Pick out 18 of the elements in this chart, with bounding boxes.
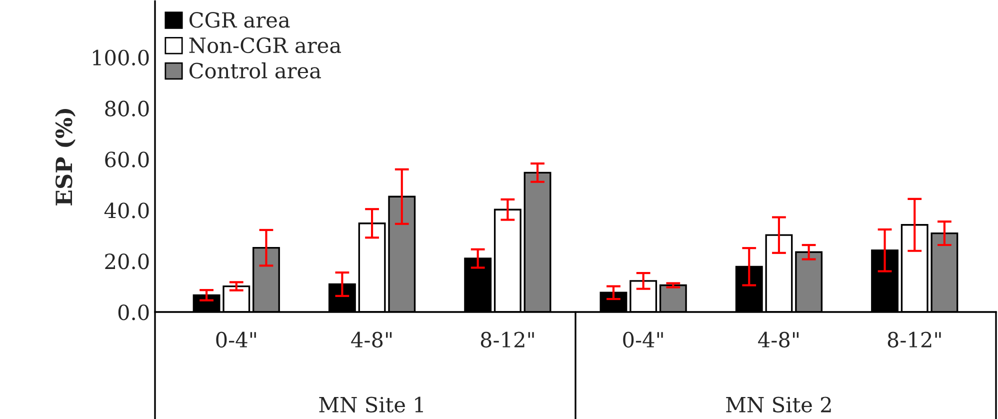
y-tick-label: 20.0 <box>105 254 149 270</box>
text: MN Site 1 <box>319 396 423 412</box>
text: MN Site 2 <box>726 396 831 412</box>
legend-label: Control area <box>190 62 321 79</box>
legend-label: Non-CGR area <box>189 37 341 54</box>
y-axis-title: ESP (%) <box>55 108 76 206</box>
x-tick-label: 0-4" <box>623 332 663 348</box>
y-tick-label: 80.0 <box>105 100 149 116</box>
y-tick-label: 0.0 <box>118 304 149 320</box>
x-tick-label: 4-8" <box>758 332 798 348</box>
y-tick-label: 40.0 <box>104 202 149 218</box>
x-tick-label: 8-12" <box>888 332 941 348</box>
legend-label: CGR area <box>190 12 290 28</box>
x-tick-label: 0-4" <box>216 332 256 348</box>
y-tick-label: 60.0 <box>105 152 149 168</box>
x-tick-label: 8-12" <box>480 332 534 348</box>
y-tick-label: 100.0 <box>93 50 149 66</box>
x-tick-label: 4-8" <box>351 332 392 348</box>
